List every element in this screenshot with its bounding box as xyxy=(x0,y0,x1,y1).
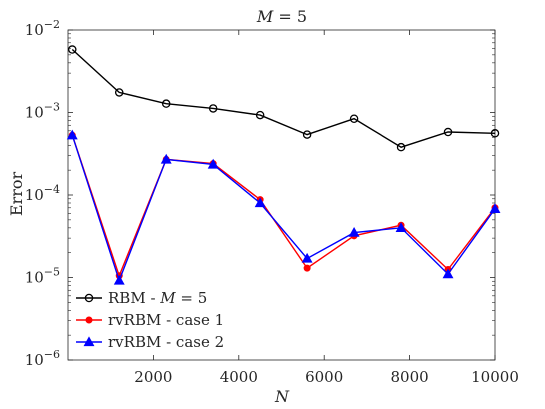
data-point xyxy=(113,274,125,285)
series-2 xyxy=(68,131,499,280)
data-point xyxy=(160,153,172,164)
x-tick-label: 4000 xyxy=(220,368,258,386)
y-tick-exponent: −2 xyxy=(44,18,60,31)
series-3 xyxy=(66,129,501,285)
y-tick-exponent: −3 xyxy=(44,101,60,114)
legend-label: rvRBM - case 1 xyxy=(108,311,224,329)
data-point xyxy=(349,114,359,123)
y-tick-label: 10−5 xyxy=(25,266,60,287)
y-tick-exponent: −6 xyxy=(44,348,60,361)
data-point xyxy=(207,158,219,169)
y-tick-exponent: −4 xyxy=(44,183,60,196)
legend-swatch-marker xyxy=(85,316,93,324)
legend-item: rvRBM - case 2 xyxy=(76,333,224,351)
legend: RBM - M = 5 rvRBM - case 1 rvRBM - case 2 xyxy=(76,289,224,351)
series-line xyxy=(71,134,496,278)
legend-item: rvRBM - case 1 xyxy=(76,311,224,329)
legend-label-text: rvRBM - case 1 xyxy=(108,311,224,329)
data-point xyxy=(66,129,78,140)
y-tick-base: 10 xyxy=(25,104,44,122)
data-point xyxy=(254,197,266,208)
data-point xyxy=(208,104,218,113)
data-point xyxy=(301,252,313,263)
data-point xyxy=(114,88,124,97)
y-tick-label: 10−4 xyxy=(25,183,60,204)
x-tick-label: 2000 xyxy=(134,368,172,386)
chart-title-value: = 5 xyxy=(273,7,307,26)
data-point xyxy=(396,142,406,152)
plot-axes: 2000 4000 6000 8000 1000010−610−510−410−310−… xyxy=(25,18,519,386)
data-point xyxy=(303,264,311,272)
y-tick-base: 10 xyxy=(25,351,44,369)
y-tick-base: 10 xyxy=(25,269,44,287)
data-point xyxy=(348,226,360,237)
legend-swatch-marker xyxy=(84,293,94,303)
legend-label-variable: M xyxy=(159,289,176,307)
data-point xyxy=(302,130,312,139)
y-tick-base: 10 xyxy=(25,186,44,204)
legend-swatch-marker xyxy=(83,336,95,347)
data-point xyxy=(489,203,501,213)
series-line xyxy=(71,48,496,148)
y-tick-label: 10−2 xyxy=(25,18,60,39)
chart-title: M = 5 xyxy=(256,7,307,26)
legend-label: RBM - M = 5 xyxy=(108,289,207,307)
x-tick-label: 10000 xyxy=(471,368,519,386)
legend-item: RBM - M = 5 xyxy=(76,289,207,307)
y-tick-base: 10 xyxy=(25,21,44,39)
series-1 xyxy=(68,45,500,152)
data-point xyxy=(395,222,407,233)
y-tick-label: 10−3 xyxy=(25,101,60,122)
data-point xyxy=(490,129,500,138)
chart-title-variable: M xyxy=(256,7,274,26)
x-axis-label: N xyxy=(274,387,290,406)
y-axis-label: Error xyxy=(7,172,26,217)
legend-label-value: = 5 xyxy=(176,289,208,307)
series-line xyxy=(71,134,496,283)
y-tick-exponent: −5 xyxy=(44,266,60,279)
x-tick-label: 8000 xyxy=(391,368,429,386)
data-point xyxy=(68,45,77,54)
series-layer xyxy=(66,45,501,285)
data-point xyxy=(442,268,454,279)
y-tick-label: 10−6 xyxy=(25,348,60,369)
legend-label: rvRBM - case 2 xyxy=(108,333,224,351)
legend-label-text: rvRBM - case 2 xyxy=(108,333,224,351)
data-point xyxy=(255,110,265,120)
x-tick-label: 6000 xyxy=(305,368,343,386)
legend-label-text: RBM - xyxy=(108,289,160,307)
data-point xyxy=(443,127,453,137)
data-point xyxy=(161,99,171,108)
